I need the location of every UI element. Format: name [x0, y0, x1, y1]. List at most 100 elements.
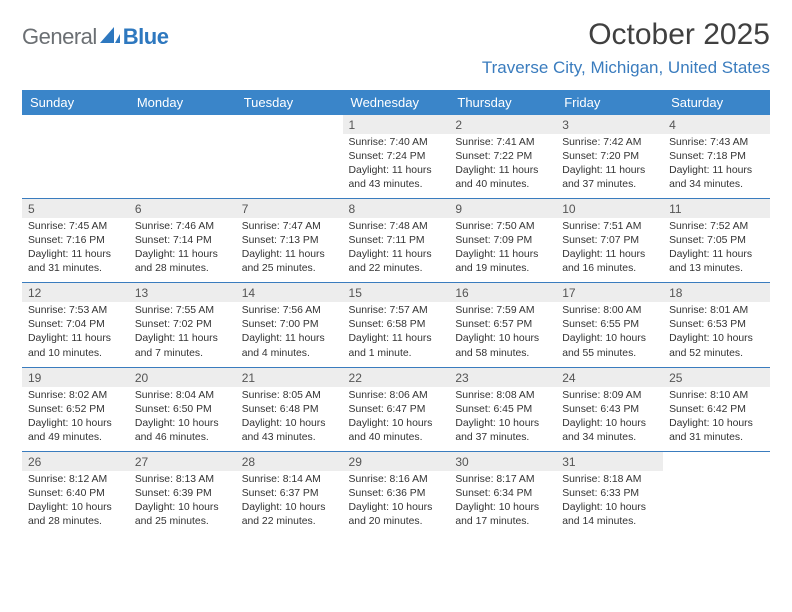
sunset-text: Sunset: 7:22 PM	[455, 150, 550, 164]
sunset-text: Sunset: 6:33 PM	[562, 487, 657, 501]
day-number-cell: 23	[449, 368, 556, 387]
daylight-text: and 13 minutes.	[669, 262, 764, 276]
day-detail-cell: Sunrise: 7:42 AMSunset: 7:20 PMDaylight:…	[556, 134, 663, 198]
sunset-text: Sunset: 6:53 PM	[669, 318, 764, 332]
daylight-text: and 16 minutes.	[562, 262, 657, 276]
day-number-cell	[22, 115, 129, 134]
weekday-header: Sunday	[22, 90, 129, 115]
detail-row: Sunrise: 8:12 AMSunset: 6:40 PMDaylight:…	[22, 471, 770, 535]
daylight-text: and 52 minutes.	[669, 347, 764, 361]
day-number-cell: 6	[129, 199, 236, 218]
daylight-text: and 58 minutes.	[455, 347, 550, 361]
day-detail-cell: Sunrise: 7:52 AMSunset: 7:05 PMDaylight:…	[663, 218, 770, 282]
sunrise-text: Sunrise: 7:40 AM	[349, 136, 444, 150]
daylight-text: Daylight: 11 hours	[135, 332, 230, 346]
daylight-text: Daylight: 11 hours	[242, 248, 337, 262]
day-number-cell: 10	[556, 199, 663, 218]
sunrise-text: Sunrise: 7:48 AM	[349, 220, 444, 234]
sunset-text: Sunset: 7:24 PM	[349, 150, 444, 164]
day-detail-cell: Sunrise: 8:02 AMSunset: 6:52 PMDaylight:…	[22, 387, 129, 451]
day-detail-cell: Sunrise: 8:05 AMSunset: 6:48 PMDaylight:…	[236, 387, 343, 451]
daylight-text: and 43 minutes.	[242, 431, 337, 445]
day-detail-cell: Sunrise: 7:43 AMSunset: 7:18 PMDaylight:…	[663, 134, 770, 198]
sunrise-text: Sunrise: 7:46 AM	[135, 220, 230, 234]
day-number-cell: 2	[449, 115, 556, 134]
sunset-text: Sunset: 6:37 PM	[242, 487, 337, 501]
sunset-text: Sunset: 7:02 PM	[135, 318, 230, 332]
day-detail-cell: Sunrise: 7:55 AMSunset: 7:02 PMDaylight:…	[129, 302, 236, 366]
day-number-cell: 25	[663, 368, 770, 387]
daylight-text: and 34 minutes.	[669, 178, 764, 192]
weekday-header: Saturday	[663, 90, 770, 115]
title-block: October 2025 Traverse City, Michigan, Un…	[482, 18, 770, 78]
day-number-cell	[663, 452, 770, 471]
sunset-text: Sunset: 7:18 PM	[669, 150, 764, 164]
detail-row: Sunrise: 7:40 AMSunset: 7:24 PM Daylight:…	[22, 134, 770, 198]
sunrise-text: Sunrise: 7:55 AM	[135, 304, 230, 318]
daynum-row: 19202122232425	[22, 368, 770, 387]
daylight-text: Daylight: 11 hours	[562, 248, 657, 262]
brand-sail-icon	[99, 25, 121, 50]
daylight-text: Daylight: 10 hours	[135, 501, 230, 515]
day-number-cell: 9	[449, 199, 556, 218]
daylight-text: Daylight: 11 hours	[242, 332, 337, 346]
daylight-text: Daylight: 10 hours	[562, 332, 657, 346]
daylight-text: Daylight: 11 hours	[349, 332, 444, 346]
sunrise-text: Sunrise: 7:50 AM	[455, 220, 550, 234]
sunrise-text: Sunrise: 7:59 AM	[455, 304, 550, 318]
day-number-cell: 26	[22, 452, 129, 471]
day-number-cell: 30	[449, 452, 556, 471]
daylight-text: and 17 minutes.	[455, 515, 550, 529]
daylight-text: Daylight: 11 hours	[28, 332, 123, 346]
sunrise-text: Sunrise: 7:45 AM	[28, 220, 123, 234]
daylight-text: and 28 minutes.	[28, 515, 123, 529]
sunrise-text: Sunrise: 7:43 AM	[669, 136, 764, 150]
day-detail-cell: Sunrise: 8:10 AMSunset: 6:42 PMDaylight:…	[663, 387, 770, 451]
daylight-text: Daylight: 10 hours	[28, 501, 123, 515]
detail-row: Sunrise: 7:45 AMSunset: 7:16 PMDaylight:…	[22, 218, 770, 282]
sunset-text: Sunset: 7:11 PM	[349, 234, 444, 248]
sunrise-text: Sunrise: 8:09 AM	[562, 389, 657, 403]
day-number-cell: 29	[343, 452, 450, 471]
sunset-text: Sunset: 7:00 PM	[242, 318, 337, 332]
daylight-text: and 46 minutes.	[135, 431, 230, 445]
day-detail-cell: Sunrise: 8:08 AMSunset: 6:45 PMDaylight:…	[449, 387, 556, 451]
day-number-cell: 12	[22, 283, 129, 302]
day-detail-cell: Sunrise: 7:57 AMSunset: 6:58 PMDaylight:…	[343, 302, 450, 366]
sunrise-text: Sunrise: 8:00 AM	[562, 304, 657, 318]
day-number-cell: 19	[22, 368, 129, 387]
daylight-text: and 40 minutes.	[455, 178, 550, 192]
sunrise-text: Sunrise: 8:17 AM	[455, 473, 550, 487]
weekday-header: Wednesday	[343, 90, 450, 115]
calendar-body: 1234Sunrise: 7:40 AMSunset: 7:24 PMDayli…	[22, 115, 770, 535]
daylight-text: Daylight: 10 hours	[455, 417, 550, 431]
day-detail-cell: Sunrise: 8:09 AMSunset: 6:43 PMDaylight:…	[556, 387, 663, 451]
day-number-cell: 17	[556, 283, 663, 302]
day-number-cell: 15	[343, 283, 450, 302]
daylight-text: Daylight: 10 hours	[669, 417, 764, 431]
daylight-text: and 1 minute.	[349, 347, 444, 361]
daylight-text: and 34 minutes.	[562, 431, 657, 445]
day-number-cell: 20	[129, 368, 236, 387]
day-detail-cell: Sunrise: 8:16 AMSunset: 6:36 PMDaylight:…	[343, 471, 450, 535]
sunset-text: Sunset: 6:58 PM	[349, 318, 444, 332]
daylight-text: Daylight: 10 hours	[349, 501, 444, 515]
sunrise-text: Sunrise: 8:04 AM	[135, 389, 230, 403]
day-detail-cell: Sunrise: 7:41 AMSunset: 7:22 PMDaylight:…	[449, 134, 556, 198]
daylight-text: and 31 minutes.	[669, 431, 764, 445]
daylight-text: Daylight: 11 hours	[562, 164, 657, 178]
day-detail-cell: Sunrise: 7:45 AMSunset: 7:16 PMDaylight:…	[22, 218, 129, 282]
day-number-cell	[236, 115, 343, 134]
day-detail-cell: Sunrise: 7:50 AMSunset: 7:09 PMDaylight:…	[449, 218, 556, 282]
daylight-text: and 10 minutes.	[28, 347, 123, 361]
month-title: October 2025	[482, 18, 770, 52]
day-number-cell: 4	[663, 115, 770, 134]
day-detail-cell	[129, 134, 236, 198]
daylight-text: and 4 minutes.	[242, 347, 337, 361]
sunset-text: Sunset: 6:57 PM	[455, 318, 550, 332]
weekday-header: Tuesday	[236, 90, 343, 115]
day-number-cell: 11	[663, 199, 770, 218]
daylight-text: Daylight: 11 hours	[455, 248, 550, 262]
sunrise-text: Sunrise: 7:57 AM	[349, 304, 444, 318]
day-detail-cell: Sunrise: 7:47 AMSunset: 7:13 PMDaylight:…	[236, 218, 343, 282]
